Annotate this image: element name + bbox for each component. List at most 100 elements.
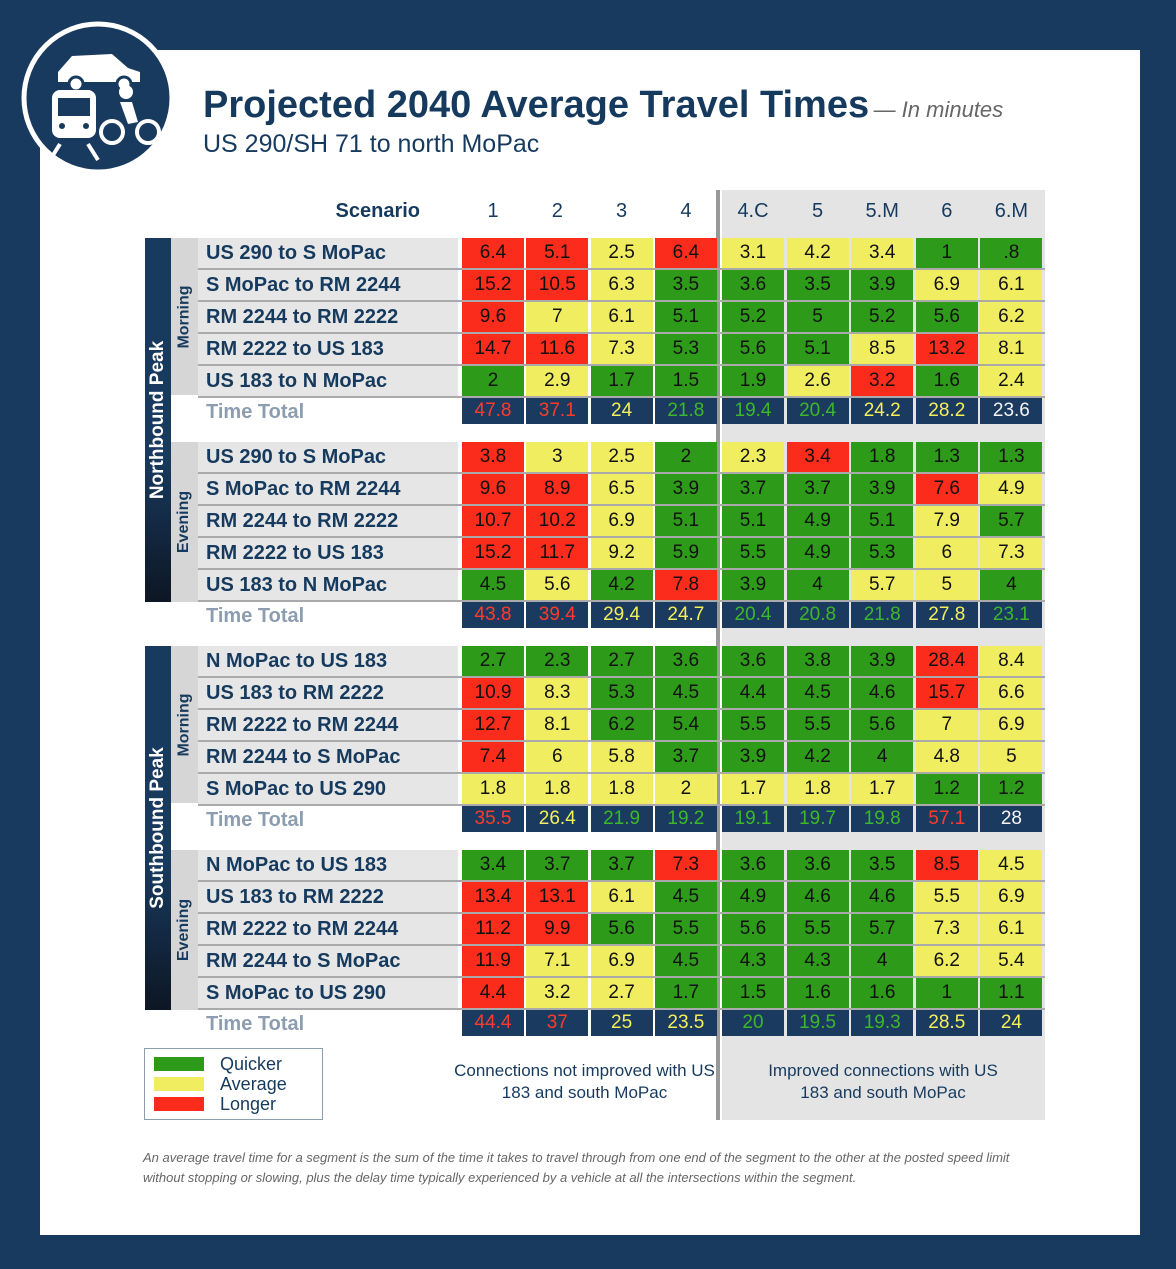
- divider: [716, 190, 720, 1120]
- cell: 5.8: [590, 742, 653, 772]
- total-cell: 37.1: [526, 398, 589, 424]
- row-rule: [198, 944, 1045, 946]
- total-cell: 24.7: [654, 602, 717, 628]
- legend-label: Average: [220, 1074, 287, 1094]
- total-cell: 28.5: [915, 1010, 978, 1036]
- cell: 3.6: [786, 850, 849, 880]
- cell: 5.7: [851, 914, 914, 944]
- direction-label: Northbound Peak: [147, 340, 168, 500]
- cell: 7.3: [654, 850, 717, 880]
- scenario-header: 6: [941, 199, 953, 222]
- cell: 6.1: [980, 270, 1043, 300]
- legend-label: Quicker: [220, 1054, 283, 1074]
- row-rule: [198, 740, 1045, 742]
- cell: 7.3: [915, 914, 978, 944]
- total-label: Time Total: [206, 604, 305, 627]
- cell: 2.9: [526, 366, 589, 396]
- row-label: N MoPac to US 183: [198, 646, 458, 676]
- direction-band: Southbound Peak: [145, 646, 171, 1010]
- cell: 5.1: [722, 506, 784, 536]
- cell: 15.2: [462, 538, 524, 568]
- cell: 5.5: [722, 710, 784, 740]
- cell: 5.5: [654, 914, 717, 944]
- total-cell: 47.8: [462, 398, 524, 424]
- cell: 1.3: [980, 442, 1043, 472]
- cell: 7.1: [526, 946, 589, 976]
- cell: 5.5: [786, 710, 849, 740]
- cell: 6.4: [462, 238, 524, 268]
- total-cell: 19.8: [851, 806, 914, 832]
- cell: 1.5: [654, 366, 717, 396]
- cell: 10.5: [526, 270, 589, 300]
- total-cell: 19.3: [851, 1010, 914, 1036]
- direction-label: Southbound Peak: [147, 747, 168, 909]
- cell: 3: [526, 442, 589, 472]
- cell: 1.7: [851, 774, 914, 804]
- cell: 7.4: [462, 742, 524, 772]
- cell: 9.9: [526, 914, 589, 944]
- cell: 3.7: [722, 474, 784, 504]
- cell: 4.5: [462, 570, 524, 600]
- row-rule: [198, 600, 1045, 602]
- cell: 4.6: [851, 678, 914, 708]
- cell: 3.4: [462, 850, 524, 880]
- cell: 4: [786, 570, 849, 600]
- cell: 3.5: [851, 850, 914, 880]
- cell: 4.8: [915, 742, 978, 772]
- cell: 5.4: [654, 710, 717, 740]
- cell: 8.3: [526, 678, 589, 708]
- cell: 10.7: [462, 506, 524, 536]
- row-rule: [198, 364, 1045, 366]
- cell: 9.6: [462, 474, 524, 504]
- cell: 5.7: [851, 570, 914, 600]
- cell: 4.3: [722, 946, 784, 976]
- cell: 1.8: [462, 774, 524, 804]
- cell: 1.1: [980, 978, 1043, 1008]
- subtitle: US 290/SH 71 to north MoPac: [203, 130, 540, 158]
- title: Projected 2040 Average Travel Times: [203, 84, 870, 126]
- cell: 1.6: [851, 978, 914, 1008]
- cell: 4.3: [786, 946, 849, 976]
- row-label: S MoPac to US 290: [198, 774, 458, 804]
- cell: 3.4: [851, 238, 914, 268]
- total-cell: 21.9: [590, 806, 653, 832]
- legend-label: Longer: [220, 1094, 277, 1114]
- cell: 1.8: [851, 442, 914, 472]
- row-label: S MoPac to US 290: [198, 978, 458, 1008]
- cell: 5.6: [915, 302, 978, 332]
- cell: 2.3: [722, 442, 784, 472]
- row-label: US 183 to N MoPac: [198, 366, 458, 396]
- row-label: RM 2222 to US 183: [198, 334, 458, 364]
- cell: 5: [980, 742, 1043, 772]
- scenario-label: Scenario: [335, 199, 420, 222]
- cell: 3.9: [654, 474, 717, 504]
- cell: 3.2: [851, 366, 914, 396]
- cell: 5.9: [654, 538, 717, 568]
- cell: 7.3: [590, 334, 653, 364]
- cell: 15.7: [915, 678, 978, 708]
- row-rule: [198, 504, 1045, 506]
- cell: 5.5: [786, 914, 849, 944]
- cell: 28.4: [915, 646, 978, 676]
- title-block: Projected 2040 Average Travel Times — In…: [203, 84, 1003, 127]
- total-cell: 28: [980, 806, 1043, 832]
- cell: 6.9: [980, 882, 1043, 912]
- cell: 7: [526, 302, 589, 332]
- unit-note: — In minutes: [873, 97, 1004, 122]
- cell: 5.3: [590, 678, 653, 708]
- cell: 9.6: [462, 302, 524, 332]
- row-label: RM 2244 to S MoPac: [198, 946, 458, 976]
- cell: 1.6: [786, 978, 849, 1008]
- period-label: Morning: [175, 284, 193, 349]
- cell: 8.9: [526, 474, 589, 504]
- cell: 1.6: [915, 366, 978, 396]
- cell: 15.2: [462, 270, 524, 300]
- cell: 5.6: [851, 710, 914, 740]
- cell: 4.5: [654, 946, 717, 976]
- cell: 3.7: [526, 850, 589, 880]
- cell: 6.2: [590, 710, 653, 740]
- cell: 4: [851, 742, 914, 772]
- cell: 6.3: [590, 270, 653, 300]
- cell: 11.7: [526, 538, 589, 568]
